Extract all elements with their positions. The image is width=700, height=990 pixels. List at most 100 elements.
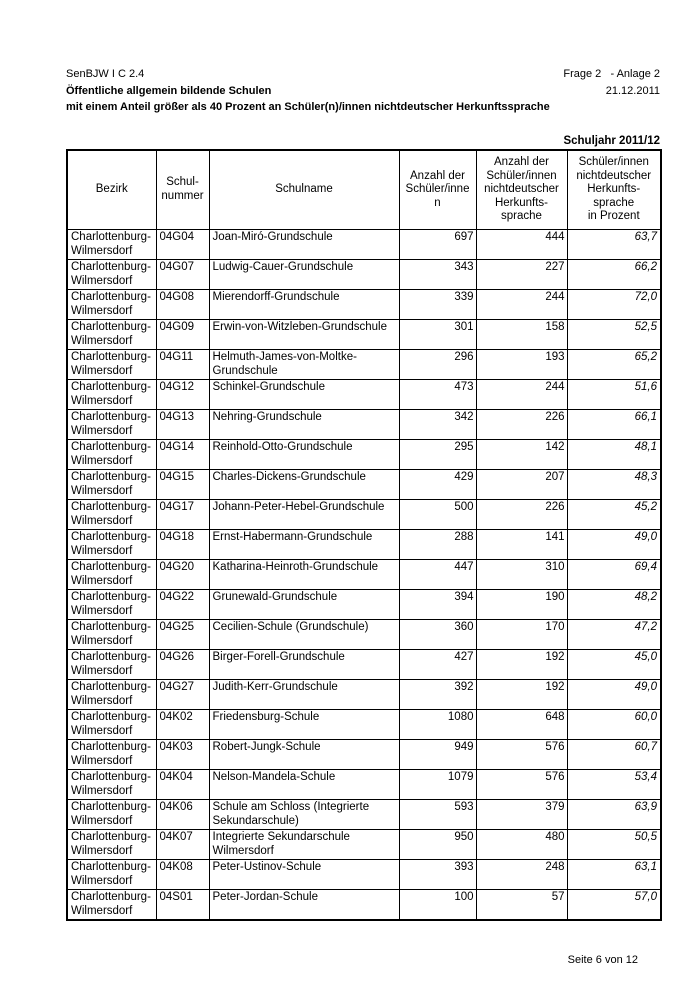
cell-prozent: 69,4 [566, 559, 662, 590]
cell-bezirk: Charlottenburg-Wilmersdorf [66, 739, 157, 770]
cell-anzahl-schueler: 360 [398, 619, 477, 650]
cell-schulnummer: 04K02 [155, 709, 210, 740]
cell-prozent: 63,1 [566, 859, 662, 890]
sender-reference: SenBJW I C 2.4 [66, 68, 145, 80]
table-header: Bezirk Schul- nummer Schulname Anzahl de… [66, 149, 662, 230]
cell-bezirk: Charlottenburg-Wilmersdorf [66, 799, 157, 830]
cell-prozent: 63,7 [566, 229, 662, 260]
cell-schulname: Mierendorff-Grundschule [208, 289, 400, 320]
cell-schulnummer: 04G27 [155, 679, 210, 710]
cell-anzahl-schueler: 392 [398, 679, 477, 710]
cell-anzahl-ndh: 648 [475, 709, 568, 740]
cell-anzahl-schueler: 473 [398, 379, 477, 410]
cell-schulname: Ludwig-Cauer-Grundschule [208, 259, 400, 290]
column-header-bezirk: Bezirk [66, 149, 157, 230]
cell-anzahl-ndh: 226 [475, 409, 568, 440]
table-row: Charlottenburg-Wilmersdorf 04K07 Integrier… [66, 829, 662, 860]
cell-bezirk: Charlottenburg-Wilmersdorf [66, 709, 157, 740]
table-row: Charlottenburg-Wilmersdorf 04S01 Peter-Jor… [66, 889, 662, 921]
table-row: Charlottenburg-Wilmersdorf 04K08 Peter-Ust… [66, 859, 662, 890]
table-row: Charlottenburg-Wilmersdorf 04G12 Schinkel-… [66, 379, 662, 410]
table-row: Charlottenburg-Wilmersdorf 04G27 Judith-Ke… [66, 679, 662, 710]
document-subtitle: mit einem Anteil größer als 40 Prozent a… [66, 101, 550, 113]
cell-anzahl-ndh: 190 [475, 589, 568, 620]
table-row: Charlottenburg-Wilmersdorf 04G15 Charles-D… [66, 469, 662, 500]
cell-schulname: Schule am Schloss (Integrierte Sekundars… [208, 799, 400, 830]
cell-anzahl-schueler: 393 [398, 859, 477, 890]
table-row: Charlottenburg-Wilmersdorf 04K03 Robert-Ju… [66, 739, 662, 770]
cell-schulnummer: 04G25 [155, 619, 210, 650]
cell-bezirk: Charlottenburg-Wilmersdorf [66, 859, 157, 890]
cell-prozent: 72,0 [566, 289, 662, 320]
cell-bezirk: Charlottenburg-Wilmersdorf [66, 229, 157, 260]
cell-anzahl-schueler: 500 [398, 499, 477, 530]
table-row: Charlottenburg-Wilmersdorf 04G26 Birger-Fo… [66, 649, 662, 680]
cell-schulnummer: 04K06 [155, 799, 210, 830]
cell-prozent: 53,4 [566, 769, 662, 800]
cell-bezirk: Charlottenburg-Wilmersdorf [66, 559, 157, 590]
cell-schulnummer: 04K04 [155, 769, 210, 800]
column-header-schulnummer: Schul- nummer [155, 149, 210, 230]
cell-anzahl-ndh: 192 [475, 679, 568, 710]
cell-schulnummer: 04S01 [155, 889, 210, 921]
schools-table: Bezirk Schul- nummer Schulname Anzahl de… [66, 148, 662, 921]
cell-schulname: Integrierte Sekundarschule Wilmersdorf [208, 829, 400, 860]
page-number: Seite 6 von 12 [567, 954, 638, 966]
cell-schulnummer: 04G18 [155, 529, 210, 560]
cell-prozent: 63,9 [566, 799, 662, 830]
cell-bezirk: Charlottenburg-Wilmersdorf [66, 679, 157, 710]
cell-schulname: Peter-Jordan-Schule [208, 889, 400, 921]
cell-anzahl-ndh: 480 [475, 829, 568, 860]
cell-anzahl-ndh: 193 [475, 349, 568, 380]
table-row: Charlottenburg-Wilmersdorf 04K02 Friedensb… [66, 709, 662, 740]
cell-schulname: Schinkel-Grundschule [208, 379, 400, 410]
cell-bezirk: Charlottenburg-Wilmersdorf [66, 409, 157, 440]
cell-schulnummer: 04K08 [155, 859, 210, 890]
cell-schulnummer: 04G26 [155, 649, 210, 680]
column-header-anzahl-ndh: Anzahl der Schüler/innen nichtdeutscher … [475, 149, 568, 230]
cell-bezirk: Charlottenburg-Wilmersdorf [66, 289, 157, 320]
column-header-schulname: Schulname [208, 149, 400, 230]
cell-anzahl-schueler: 343 [398, 259, 477, 290]
cell-anzahl-ndh: 141 [475, 529, 568, 560]
document-page: SenBJW I C 2.4 Frage 2 - Anlage 2 Öffent… [66, 66, 662, 966]
cell-bezirk: Charlottenburg-Wilmersdorf [66, 379, 157, 410]
table-row: Charlottenburg-Wilmersdorf 04G14 Reinhold-… [66, 439, 662, 470]
cell-bezirk: Charlottenburg-Wilmersdorf [66, 889, 157, 921]
cell-anzahl-ndh: 158 [475, 319, 568, 350]
cell-prozent: 66,2 [566, 259, 662, 290]
cell-schulnummer: 04G08 [155, 289, 210, 320]
table-body: Charlottenburg-Wilmersdorf 04G04 Joan-Miró… [66, 229, 662, 921]
cell-anzahl-schueler: 295 [398, 439, 477, 470]
table-row: Charlottenburg-Wilmersdorf 04G13 Nehring-G… [66, 409, 662, 440]
cell-schulname: Cecilien-Schule (Grundschule) [208, 619, 400, 650]
cell-schulnummer: 04G04 [155, 229, 210, 260]
cell-bezirk: Charlottenburg-Wilmersdorf [66, 619, 157, 650]
cell-schulname: Grunewald-Grundschule [208, 589, 400, 620]
cell-schulname: Peter-Ustinov-Schule [208, 859, 400, 890]
cell-bezirk: Charlottenburg-Wilmersdorf [66, 649, 157, 680]
cell-anzahl-schueler: 301 [398, 319, 477, 350]
cell-anzahl-schueler: 296 [398, 349, 477, 380]
cell-anzahl-ndh: 207 [475, 469, 568, 500]
cell-prozent: 65,2 [566, 349, 662, 380]
table-row: Charlottenburg-Wilmersdorf 04G18 Ernst-Hab… [66, 529, 662, 560]
header-line-3: mit einem Anteil größer als 40 Prozent a… [66, 99, 660, 116]
table-row: Charlottenburg-Wilmersdorf 04G09 Erwin-von… [66, 319, 662, 350]
cell-anzahl-schueler: 429 [398, 469, 477, 500]
cell-anzahl-ndh: 444 [475, 229, 568, 260]
cell-prozent: 47,2 [566, 619, 662, 650]
cell-schulname: Nelson-Mandela-Schule [208, 769, 400, 800]
cell-schulname: Ernst-Habermann-Grundschule [208, 529, 400, 560]
cell-schulnummer: 04G09 [155, 319, 210, 350]
table-row: Charlottenburg-Wilmersdorf 04G17 Johann-Pe… [66, 499, 662, 530]
cell-prozent: 60,7 [566, 739, 662, 770]
cell-prozent: 66,1 [566, 409, 662, 440]
cell-schulname: Joan-Miró-Grundschule [208, 229, 400, 260]
cell-schulnummer: 04G12 [155, 379, 210, 410]
cell-prozent: 49,0 [566, 679, 662, 710]
cell-anzahl-ndh: 170 [475, 619, 568, 650]
table-row: Charlottenburg-Wilmersdorf 04G11 Helmuth-J… [66, 349, 662, 380]
cell-prozent: 52,5 [566, 319, 662, 350]
cell-anzahl-ndh: 244 [475, 289, 568, 320]
